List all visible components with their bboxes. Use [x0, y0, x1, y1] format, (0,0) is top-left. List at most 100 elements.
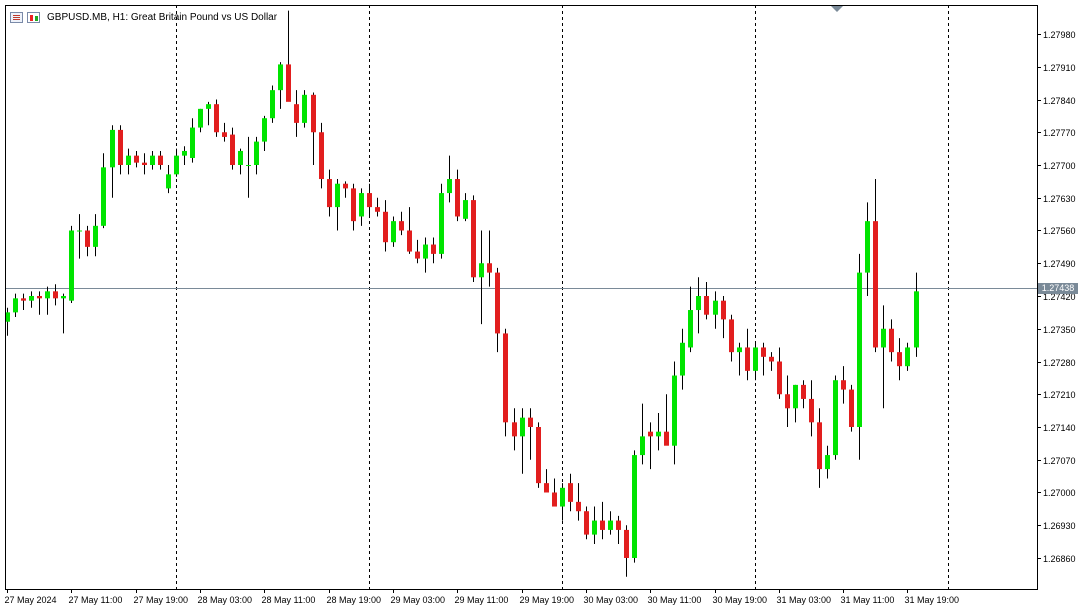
bear-candle-body: [383, 211, 388, 243]
candle: [182, 146, 187, 165]
candle: [423, 237, 428, 273]
candle: [632, 450, 637, 563]
bear-candle-body: [495, 272, 500, 334]
bear-candle-body: [576, 501, 581, 512]
candle: [471, 195, 476, 282]
time-axis[interactable]: 27 May 2024 27 May 11:00 27 May 19:00 28 Ma…: [5, 589, 960, 605]
candle: [13, 293, 18, 318]
candle: [230, 127, 235, 170]
candle: [77, 214, 82, 259]
bull-candle-body: [335, 183, 340, 208]
bear-candle-body: [503, 333, 508, 423]
bear-candle-body: [552, 492, 557, 507]
candle: [383, 200, 388, 252]
bear-candle-body: [134, 155, 139, 163]
price-axis[interactable]: 1.27980 1.27910 1.27840 1.27770 1.27700 1.276…: [1037, 30, 1076, 564]
candle: [311, 92, 316, 165]
bull-candle-body: [905, 347, 910, 367]
candle: [656, 412, 661, 451]
x-tick-label: 28 May 03:00: [198, 595, 253, 605]
bear-candle-body: [624, 529, 629, 558]
candle: [439, 183, 444, 259]
bear-candle-body: [761, 347, 766, 357]
candle: [487, 230, 492, 287]
x-tick-label: 29 May 11:00: [455, 595, 509, 605]
candle: [166, 165, 171, 194]
bull-candle-body: [5, 312, 10, 322]
bear-candle-body: [745, 347, 750, 371]
candle: [777, 347, 782, 399]
y-tick-label: 1.27560: [1043, 226, 1076, 236]
candle: [278, 62, 283, 109]
candle: [150, 150, 155, 170]
candle: [262, 115, 267, 151]
x-tick-label: 27 May 19:00: [134, 595, 189, 605]
candle: [343, 181, 348, 198]
bear-candle-body: [222, 132, 227, 137]
bear-candle-body: [584, 511, 589, 535]
y-tick-label: 1.27420: [1043, 292, 1076, 302]
candle: [737, 342, 742, 376]
plot-area-border: [5, 5, 1038, 590]
bull-candle-body: [262, 118, 267, 142]
bear-candle-body: [407, 230, 412, 252]
candle: [254, 136, 259, 175]
bear-candle-body: [721, 300, 726, 320]
bull-candle-body: [560, 487, 565, 507]
list-icon[interactable]: [10, 11, 23, 23]
candle: [849, 384, 854, 432]
bull-candle-body: [857, 272, 862, 427]
bear-candle-body: [777, 361, 782, 395]
candle: [302, 90, 307, 128]
candle: [552, 478, 557, 507]
x-tick-label: 30 May 11:00: [648, 595, 702, 605]
x-tick-label: 30 May 19:00: [713, 595, 768, 605]
bear-candle-body: [53, 291, 58, 299]
x-tick-label: 31 May 03:00: [777, 595, 832, 605]
x-tick-label: 27 May 2024: [5, 595, 57, 605]
candle: [45, 286, 50, 315]
candle: [101, 153, 106, 229]
candle: [817, 408, 822, 488]
candle: [294, 90, 299, 137]
bull-candle-body: [13, 298, 18, 313]
candle: [729, 314, 734, 362]
candle: [286, 10, 291, 102]
candle: [761, 342, 766, 376]
bull-candle-body: [246, 165, 251, 166]
candle: [873, 179, 878, 353]
candle: [246, 136, 251, 198]
bear-candle-body: [311, 94, 316, 133]
candle: [833, 375, 838, 460]
candle: [367, 183, 372, 217]
candle: [5, 307, 10, 336]
bear-candle-body: [118, 129, 123, 165]
chart-shift-marker[interactable]: [831, 6, 843, 12]
candle: [809, 380, 814, 437]
bull-candle-body: [77, 230, 82, 232]
bear-candle-body: [415, 251, 420, 259]
candle: [536, 422, 541, 488]
bull-candle-body: [825, 455, 830, 470]
candle: [431, 237, 436, 264]
bull-candle-body: [632, 455, 637, 558]
candle: [455, 169, 460, 222]
candle: [696, 277, 701, 334]
candle: [198, 108, 203, 133]
bull-candle-body: [101, 167, 106, 226]
candle: [672, 361, 677, 465]
candle: [793, 384, 798, 423]
y-tick-label: 1.27770: [1043, 128, 1076, 138]
x-tick-label: 29 May 03:00: [391, 595, 446, 605]
bear-candle-body: [889, 328, 894, 353]
candles-icon[interactable]: [27, 11, 40, 23]
candle: [584, 506, 589, 540]
candle: [463, 193, 468, 222]
bear-candle-body: [817, 422, 822, 470]
bear-candle-body: [214, 104, 219, 133]
candle: [21, 293, 26, 311]
candle: [222, 122, 227, 142]
bull-candle-body: [423, 244, 428, 259]
